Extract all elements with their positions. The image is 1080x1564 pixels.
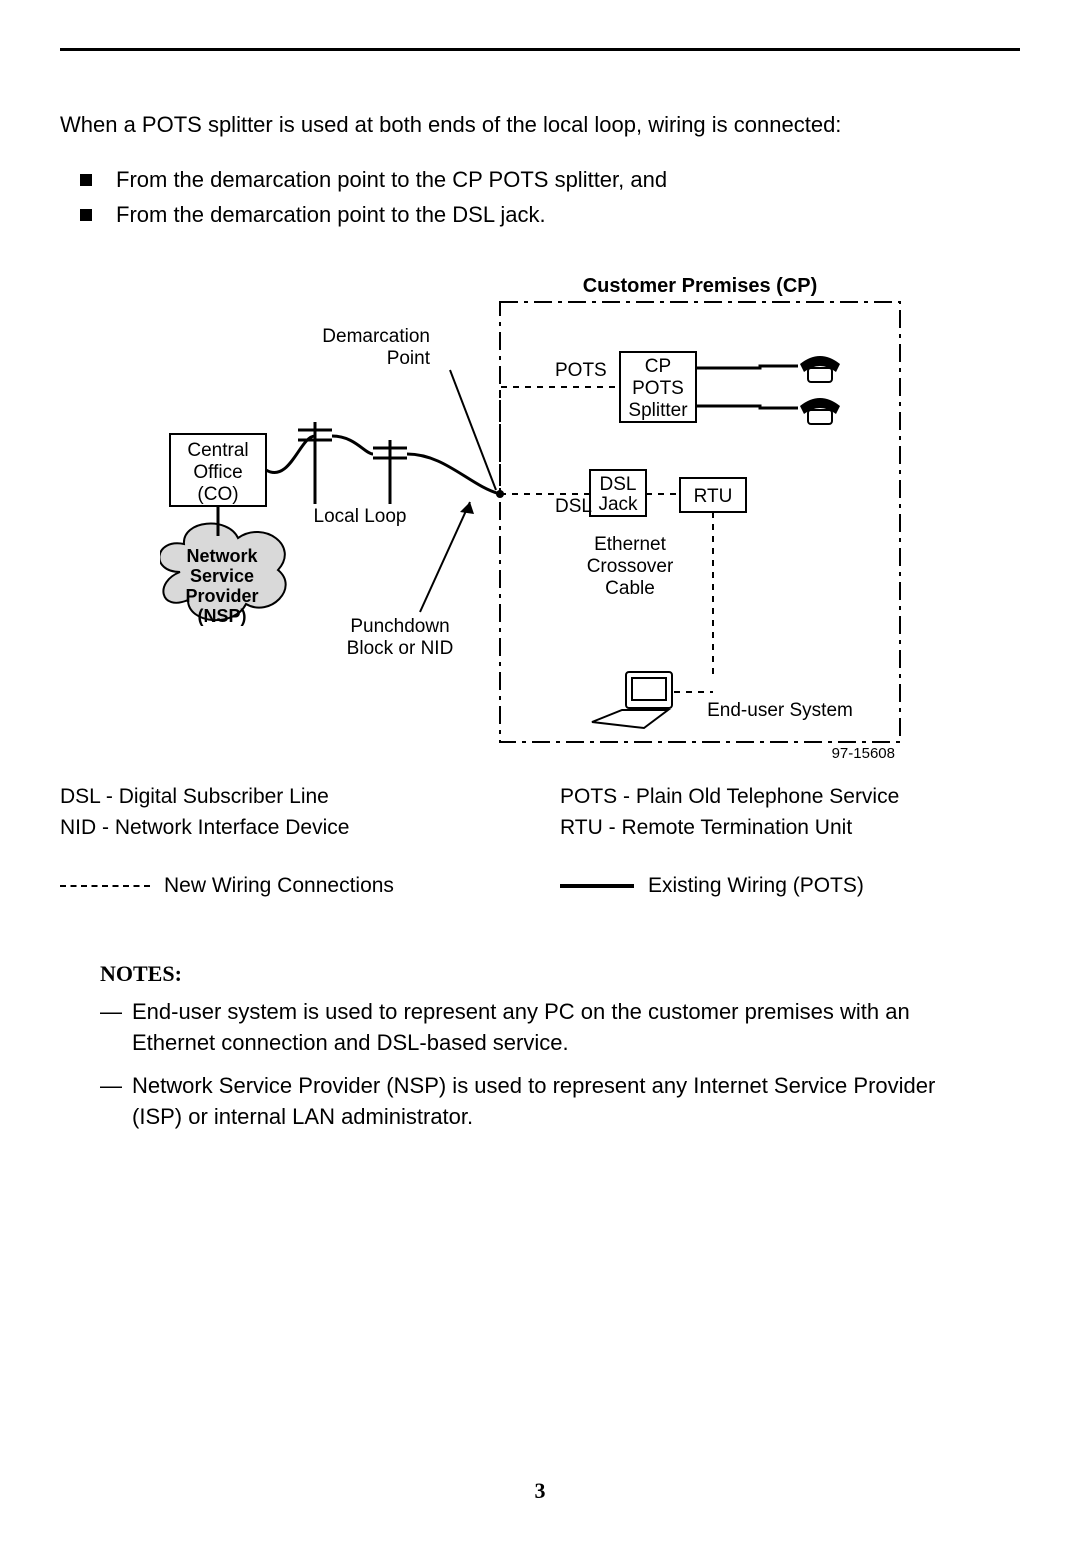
label-dsl: DSL	[555, 496, 592, 517]
label-cp: CP	[645, 356, 671, 377]
top-rule	[60, 48, 1020, 51]
bullet-list: From the demarcation point to the CP POT…	[60, 162, 1020, 232]
label-dsljack-l1: DSL	[600, 474, 637, 495]
label-nsp-l1: Network	[186, 546, 258, 566]
label-punch-l1: Punchdown	[350, 616, 449, 637]
page: When a POTS splitter is used at both end…	[0, 0, 1080, 1564]
cp-title: Customer Premises (CP)	[583, 275, 818, 297]
label-nsp-l3: Provider	[185, 586, 258, 606]
notes-title: NOTES:	[100, 961, 980, 987]
legend: DSL - Digital Subscriber Line NID - Netw…	[60, 782, 1020, 901]
list-item: From the demarcation point to the DSL ja…	[60, 197, 1020, 232]
label-pots: POTS	[555, 360, 607, 381]
wiring-diagram: Customer Premises (CP) Demarcation Point…	[160, 272, 920, 762]
intro-text: When a POTS splitter is used at both end…	[60, 110, 1020, 140]
dash-icon: —	[100, 1071, 122, 1133]
label-nsp-l4: (NSP)	[198, 606, 247, 626]
legend-text: NID - Network Interface Device	[60, 813, 520, 843]
label-co-l1: Central	[187, 440, 248, 461]
label-local-loop: Local Loop	[314, 506, 407, 527]
label-eth-l2: Crossover	[587, 556, 674, 577]
list-item: From the demarcation point to the CP POT…	[60, 162, 1020, 197]
solid-line-sample-icon	[560, 884, 634, 888]
label-eth-l3: Cable	[605, 578, 655, 599]
figure-id: 97-15608	[832, 745, 895, 762]
legend-text: POTS - Plain Old Telephone Service	[560, 782, 1020, 812]
legend-new-wiring: New Wiring Connections	[164, 871, 394, 901]
label-nsp-l2: Service	[190, 566, 254, 586]
legend-text: DSL - Digital Subscriber Line	[60, 782, 520, 812]
label-point: Point	[387, 348, 431, 369]
notes-text: End-user system is used to represent any…	[132, 997, 980, 1059]
legend-existing-wiring: Existing Wiring (POTS)	[648, 871, 864, 901]
page-number: 3	[0, 1478, 1080, 1504]
label-eth-l1: Ethernet	[594, 534, 667, 555]
notes-block: NOTES: — End-user system is used to repr…	[100, 961, 980, 1132]
label-co-l3: (CO)	[197, 484, 238, 505]
legend-text: RTU - Remote Termination Unit	[560, 813, 1020, 843]
notes-item: — Network Service Provider (NSP) is used…	[100, 1071, 980, 1133]
label-punch-l2: Block or NID	[347, 638, 454, 659]
label-dsljack-l2: Jack	[598, 494, 638, 515]
notes-text: Network Service Provider (NSP) is used t…	[132, 1071, 980, 1133]
dashed-line-sample-icon	[60, 885, 150, 887]
label-splitter-l2: POTS	[632, 378, 684, 399]
label-demarcation: Demarcation	[322, 326, 430, 347]
label-co-l2: Office	[193, 462, 242, 483]
notes-item: — End-user system is used to represent a…	[100, 997, 980, 1059]
label-enduser: End-user System	[707, 700, 853, 721]
label-splitter-l3: Splitter	[628, 400, 688, 421]
dash-icon: —	[100, 997, 122, 1059]
label-rtu: RTU	[694, 486, 733, 507]
